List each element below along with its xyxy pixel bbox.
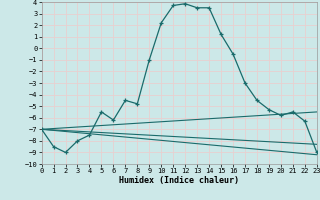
X-axis label: Humidex (Indice chaleur): Humidex (Indice chaleur) <box>119 176 239 185</box>
